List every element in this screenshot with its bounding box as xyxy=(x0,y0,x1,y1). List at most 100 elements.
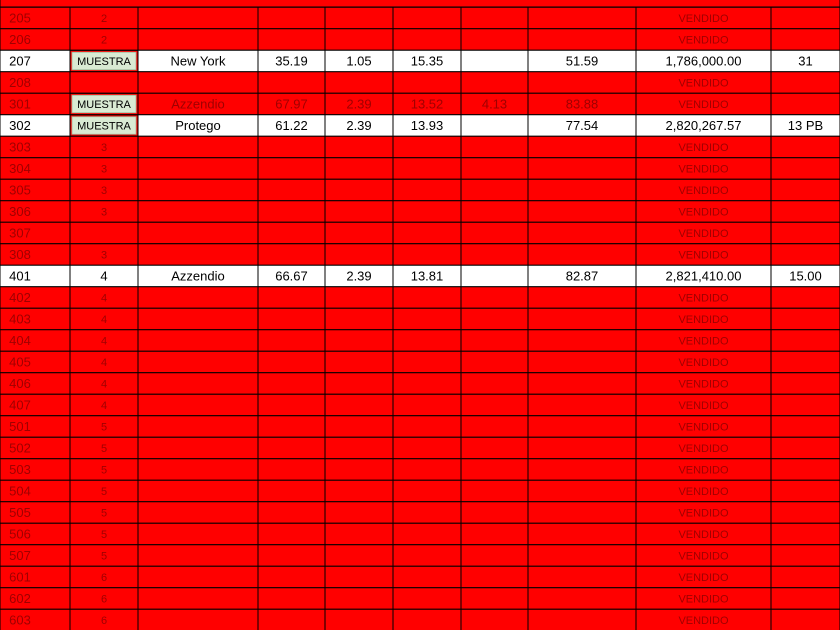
cell xyxy=(392,608,462,630)
cell-text: 603 xyxy=(9,612,31,627)
cell-text: VENDIDO xyxy=(678,335,729,347)
cell xyxy=(324,28,394,51)
cell xyxy=(257,522,326,546)
cell-text: 5 xyxy=(101,529,107,541)
cell xyxy=(257,436,326,460)
cell xyxy=(460,135,529,159)
cell xyxy=(257,608,326,630)
cell xyxy=(770,565,840,589)
cell xyxy=(257,479,326,503)
cell xyxy=(770,286,840,309)
cell xyxy=(770,6,840,30)
cell xyxy=(257,243,326,266)
cell-text: 305 xyxy=(9,182,31,197)
cell xyxy=(324,587,394,610)
cell xyxy=(257,286,326,309)
cell-text: 308 xyxy=(9,247,31,262)
cell xyxy=(527,415,637,438)
cell xyxy=(392,71,462,94)
cell xyxy=(392,178,462,202)
cell xyxy=(324,415,394,438)
cell xyxy=(392,436,462,460)
cell xyxy=(460,49,529,73)
cell xyxy=(137,157,259,180)
cell xyxy=(460,393,529,417)
cell xyxy=(392,329,462,352)
cell xyxy=(460,178,529,202)
cell-text: 206 xyxy=(9,32,31,47)
cell xyxy=(257,28,326,51)
cell xyxy=(257,587,326,610)
partial-row xyxy=(0,0,840,8)
cell-text: 3 xyxy=(101,185,107,197)
cell xyxy=(770,28,840,51)
cell xyxy=(257,135,326,159)
cell xyxy=(392,565,462,589)
cell xyxy=(770,307,840,331)
cell-text: 1,786,000.00 xyxy=(666,53,742,68)
cell-text: Azzendio xyxy=(171,268,224,283)
cell xyxy=(460,544,529,567)
cell-text: 602 xyxy=(9,591,31,606)
cell xyxy=(137,286,259,309)
cell-text: 5 xyxy=(101,464,107,476)
cell xyxy=(392,307,462,331)
cell xyxy=(137,221,259,245)
cell xyxy=(324,286,394,309)
cell xyxy=(71,94,137,114)
cell-text: 15.00 xyxy=(789,268,822,283)
cell xyxy=(257,178,326,202)
cell xyxy=(257,565,326,589)
cell xyxy=(257,415,326,438)
cell xyxy=(324,458,394,481)
cell xyxy=(137,6,259,30)
cell xyxy=(527,286,637,309)
cell-text: 15.35 xyxy=(411,53,444,68)
cell-text: 501 xyxy=(9,419,31,434)
cell xyxy=(527,522,637,546)
cell xyxy=(137,71,259,94)
cell-text: 307 xyxy=(9,225,31,240)
cell-text: 4 xyxy=(101,292,107,304)
cell xyxy=(324,544,394,567)
cell-text: New York xyxy=(171,53,226,68)
cell xyxy=(137,565,259,589)
cell-text: 507 xyxy=(9,548,31,563)
cell-text: 83.88 xyxy=(566,96,599,111)
cell-text: VENDIDO xyxy=(678,550,729,562)
cell xyxy=(392,544,462,567)
cell-text: VENDIDO xyxy=(678,206,729,218)
cell xyxy=(392,522,462,546)
cell-text: 4.13 xyxy=(482,96,507,111)
cell xyxy=(324,436,394,460)
cell xyxy=(324,565,394,589)
cell-text: 303 xyxy=(9,139,31,154)
cell-text: 208 xyxy=(9,75,31,90)
cell-text: 35.19 xyxy=(275,53,308,68)
cell xyxy=(257,501,326,524)
cell xyxy=(460,415,529,438)
cell xyxy=(71,51,137,71)
cell xyxy=(770,522,840,546)
cell xyxy=(392,479,462,503)
cell xyxy=(527,307,637,331)
cell xyxy=(460,501,529,524)
cell xyxy=(324,350,394,374)
cell xyxy=(527,372,637,395)
cell xyxy=(137,329,259,352)
cell-text: VENDIDO xyxy=(678,185,729,197)
cell xyxy=(392,350,462,374)
cell-text: VENDIDO xyxy=(678,486,729,498)
cell xyxy=(460,565,529,589)
cell-text: 4 xyxy=(101,335,107,347)
cell-text: 3 xyxy=(101,163,107,175)
cell xyxy=(324,393,394,417)
cell-text: 82.87 xyxy=(566,268,599,283)
cell xyxy=(392,157,462,180)
cell-text: 205 xyxy=(9,10,31,25)
cell-text: 302 xyxy=(9,118,31,133)
cell xyxy=(257,157,326,180)
cell-text: 6 xyxy=(101,572,107,584)
cell xyxy=(527,393,637,417)
cell xyxy=(527,608,637,630)
